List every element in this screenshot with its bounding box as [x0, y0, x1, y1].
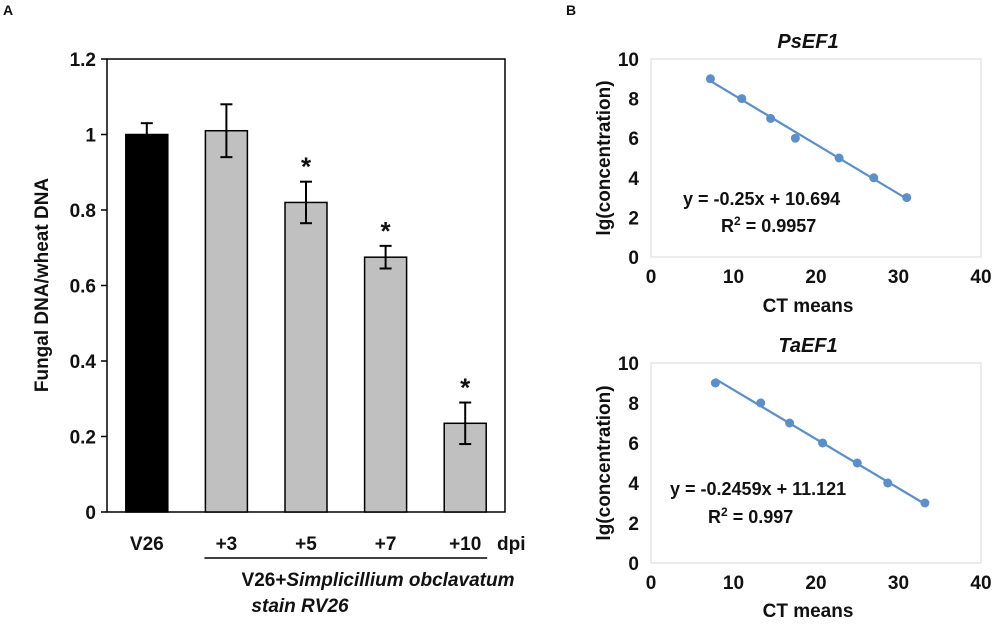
- panel-label-a: A: [3, 2, 13, 18]
- bar-chart-y-tick-label: 0.6: [70, 277, 96, 298]
- psef1-y-tick-label: 2: [628, 208, 639, 229]
- taef1-y-tick-label: 2: [628, 514, 639, 535]
- bar-plus3: [204, 129, 249, 513]
- psef1-y-tick-label: 0: [628, 248, 639, 269]
- psef1-title: PsEF1: [777, 31, 838, 53]
- taef1-data-point: [818, 438, 828, 448]
- bar-chart-y-tick-label: 1: [85, 126, 96, 147]
- psef1-data-point: [766, 113, 776, 123]
- taef1-plot-frame: [650, 362, 982, 564]
- taef1-r-squared: R2 = 0.997: [708, 505, 793, 527]
- scatter-chart-psef1: PsEF1 lg(concentration) CT means y = -0.…: [594, 31, 992, 317]
- psef1-plot-frame: [650, 58, 982, 258]
- taef1-x-tick-label: 20: [805, 573, 826, 594]
- taef1-data-point: [920, 498, 930, 508]
- psef1-x-axis-title: CT means: [763, 296, 854, 317]
- psef1-data-point: [869, 173, 879, 183]
- taef1-x-tick-label: 0: [646, 573, 657, 594]
- psef1-data-point: [902, 193, 912, 203]
- taef1-data-point: [756, 398, 766, 408]
- taef1-data-point: [785, 418, 795, 428]
- significance-marker: *: [381, 216, 392, 246]
- psef1-x-tick-label: 40: [970, 267, 991, 288]
- significance-marker: *: [460, 373, 471, 403]
- psef1-x-tick-label: 10: [723, 267, 744, 288]
- error-bar: [459, 401, 472, 446]
- bar-chart-y-tick-label: 0.2: [70, 428, 96, 449]
- psef1-data-point: [705, 74, 715, 84]
- bar-chart-category-label: +10: [449, 534, 481, 555]
- bar-chart-category-label: +7: [375, 534, 397, 555]
- taef1-y-tick-label: 8: [628, 394, 639, 415]
- psef1-y-tick-label: 10: [618, 50, 639, 71]
- taef1-x-axis-title: CT means: [763, 601, 854, 622]
- taef1-x-tick-label: 10: [723, 573, 744, 594]
- panel-label-b: B: [566, 2, 576, 18]
- psef1-x-tick-label: 30: [888, 267, 909, 288]
- psef1-x-tick-label: 0: [646, 267, 657, 288]
- psef1-r-squared: R2 = 0.9957: [721, 214, 816, 236]
- bar-chart-fungal-dna: Fungal DNA/wheat DNA dpi V26+Simplicilli…: [32, 50, 526, 617]
- psef1-trendline-equation: y = -0.25x + 10.694: [683, 189, 840, 209]
- psef1-x-tick-label: 20: [805, 267, 826, 288]
- bar-chart-group-label-line1: V26+Simplicillium obclavatum: [242, 570, 515, 591]
- bar-chart-category-label: +3: [216, 534, 238, 555]
- scatter-chart-taef1: TaEF1 lg(concentration) CT means y = -0.…: [594, 335, 992, 622]
- taef1-data-point: [710, 378, 720, 388]
- taef1-data-point: [852, 458, 862, 468]
- bar-chart-x-unit: dpi: [497, 534, 526, 555]
- bar-chart-y-tick-label: 0.4: [70, 352, 97, 373]
- taef1-y-tick-label: 0: [628, 554, 639, 575]
- taef1-title: TaEF1: [778, 335, 837, 357]
- bar-V26: [125, 133, 169, 513]
- error-bar: [220, 103, 233, 159]
- significance-marker: *: [301, 152, 312, 182]
- bar-chart-category-label: +5: [295, 534, 317, 555]
- bar-chart-y-tick-label: 0.8: [70, 201, 96, 222]
- taef1-y-tick-label: 6: [628, 434, 639, 455]
- psef1-data-point: [834, 153, 844, 163]
- bar-chart-y-tick-label: 1.2: [70, 50, 96, 71]
- bar-plus7: [363, 256, 408, 513]
- bar-chart-category-label: V26: [130, 534, 164, 555]
- taef1-y-tick-label: 4: [628, 474, 639, 495]
- taef1-y-axis-title: lg(concentration): [594, 385, 615, 540]
- error-bar: [379, 244, 392, 270]
- taef1-x-tick-label: 30: [888, 573, 909, 594]
- bar-chart-y-tick-label: 0: [85, 503, 96, 524]
- psef1-y-tick-label: 8: [628, 90, 639, 111]
- taef1-x-tick-label: 40: [970, 573, 991, 594]
- bar-plus5: [284, 201, 328, 513]
- taef1-trendline-equation: y = -0.2459x + 11.121: [670, 479, 846, 499]
- taef1-data-point: [883, 478, 893, 488]
- taef1-y-tick-label: 10: [618, 354, 639, 375]
- psef1-y-axis-title: lg(concentration): [594, 80, 615, 235]
- psef1-y-tick-label: 4: [628, 169, 639, 190]
- psef1-data-point: [737, 94, 747, 104]
- error-bar: [300, 180, 312, 225]
- error-bar: [140, 122, 153, 147]
- psef1-data-point: [790, 133, 800, 143]
- psef1-y-tick-label: 6: [628, 129, 639, 150]
- bar-chart-y-axis-title: Fungal DNA/wheat DNA: [32, 178, 53, 393]
- bar-chart-group-label-line2: stain RV26: [251, 596, 349, 617]
